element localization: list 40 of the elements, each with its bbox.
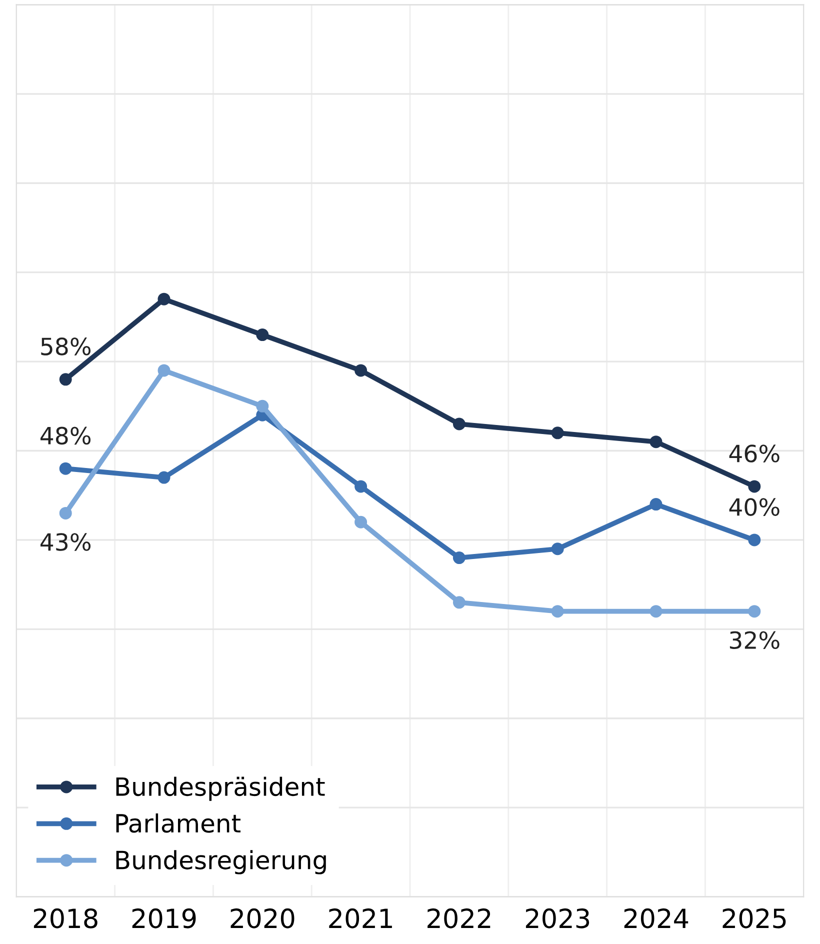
point <box>551 605 564 618</box>
point <box>59 373 72 386</box>
x-tick-label: 2021 <box>329 908 392 928</box>
point <box>748 534 761 546</box>
data-label: 48% <box>40 426 91 445</box>
point <box>256 328 269 342</box>
point <box>452 552 466 564</box>
point <box>158 364 170 377</box>
point <box>59 506 72 520</box>
point <box>158 292 170 306</box>
data-label: 58% <box>41 338 91 356</box>
point <box>650 605 662 618</box>
point <box>59 462 72 475</box>
x-tick-label: 2022 <box>428 908 490 928</box>
x-tick-label: 2024 <box>624 908 688 928</box>
point <box>650 436 662 448</box>
x-tick-label: 2023 <box>526 908 590 928</box>
point <box>650 498 662 511</box>
point <box>748 605 761 618</box>
point <box>354 364 368 377</box>
point <box>354 480 368 493</box>
x-tick-label: 2020 <box>230 908 294 928</box>
legend-label: Bundespräsident <box>116 776 325 801</box>
data-label: 32% <box>730 631 780 650</box>
x-tick-label: 2025 <box>722 908 786 928</box>
point <box>748 480 761 493</box>
point <box>256 400 269 412</box>
point <box>452 418 466 430</box>
point <box>354 516 368 528</box>
data-label: 40% <box>729 498 780 516</box>
x-tick-label: 2019 <box>132 908 196 928</box>
point <box>551 542 564 556</box>
data-label: 43% <box>40 533 91 551</box>
point <box>158 471 170 484</box>
legend-label: Bundesregierung <box>116 850 326 874</box>
point <box>551 426 564 440</box>
legend-label: Parlament <box>116 813 240 833</box>
point <box>452 596 466 609</box>
data-label: 46% <box>729 444 780 462</box>
x-tick-label: 2018 <box>34 908 98 928</box>
